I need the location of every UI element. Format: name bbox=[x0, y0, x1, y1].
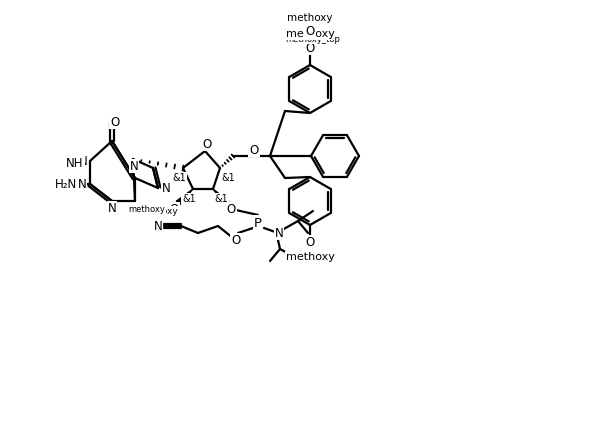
Text: O: O bbox=[169, 203, 178, 216]
Text: O: O bbox=[110, 115, 119, 128]
Text: O: O bbox=[227, 203, 236, 216]
Text: O: O bbox=[202, 138, 211, 150]
Text: &1: &1 bbox=[214, 194, 228, 204]
Polygon shape bbox=[213, 189, 229, 205]
Text: N: N bbox=[108, 202, 116, 215]
Text: &1: &1 bbox=[172, 173, 186, 183]
Text: N: N bbox=[77, 178, 86, 190]
Text: methoxy: methoxy bbox=[286, 29, 334, 39]
Text: O: O bbox=[305, 235, 315, 248]
Text: N: N bbox=[153, 219, 163, 232]
Text: O: O bbox=[249, 144, 259, 157]
Text: N: N bbox=[161, 181, 171, 195]
Text: methoxy: methoxy bbox=[286, 252, 334, 262]
Text: &1: &1 bbox=[221, 173, 235, 183]
Text: N: N bbox=[275, 226, 283, 240]
Text: O: O bbox=[305, 24, 315, 37]
Text: O: O bbox=[231, 234, 241, 247]
Text: methoxy_top: methoxy_top bbox=[286, 35, 340, 43]
Text: N: N bbox=[130, 160, 138, 173]
Text: N: N bbox=[79, 155, 87, 168]
Text: P: P bbox=[254, 216, 262, 229]
Text: &1: &1 bbox=[182, 194, 196, 204]
Text: O: O bbox=[305, 42, 315, 54]
Text: methoxy: methoxy bbox=[128, 205, 166, 213]
Text: H₂N: H₂N bbox=[55, 178, 77, 190]
Text: methoxy: methoxy bbox=[287, 13, 333, 23]
Polygon shape bbox=[176, 189, 193, 205]
Text: methoxy: methoxy bbox=[138, 206, 178, 216]
Text: NH: NH bbox=[66, 157, 84, 170]
